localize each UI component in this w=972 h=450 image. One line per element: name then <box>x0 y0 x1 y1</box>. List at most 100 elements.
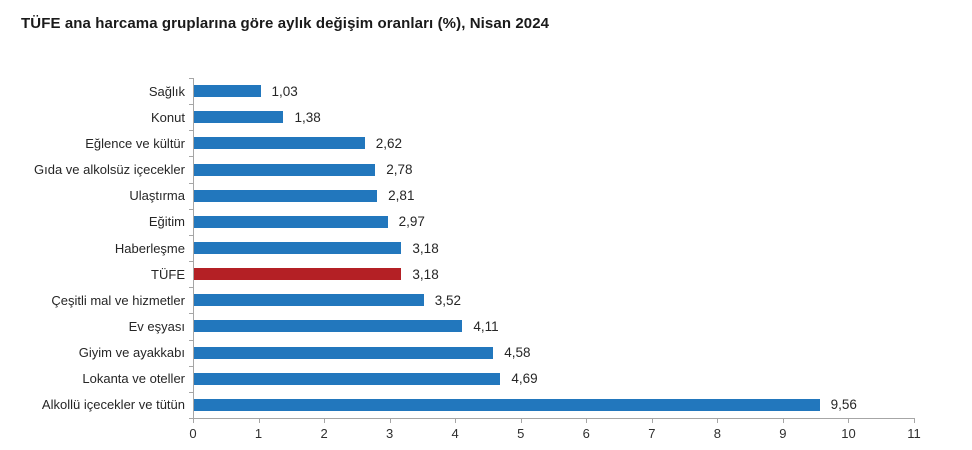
bar-track: 4,58 <box>193 340 972 366</box>
x-tick-mark <box>782 419 784 423</box>
chart-row: Çeşitli mal ve hizmetler 3,52 <box>0 287 972 313</box>
x-tick-label: 10 <box>841 426 856 441</box>
bar-track: 4,69 <box>193 366 972 392</box>
value-label: 1,38 <box>294 109 321 125</box>
x-tick-label: 3 <box>386 426 394 441</box>
x-tick-label: 2 <box>320 426 328 441</box>
x-tick-mark <box>717 419 719 423</box>
x-tick-label: 0 <box>189 426 197 441</box>
chart-row: Ev eşyası 4,11 <box>0 313 972 339</box>
y-tick-mark <box>189 234 193 236</box>
bar <box>193 372 501 385</box>
chart-title: TÜFE ana harcama gruplarına göre aylık d… <box>21 15 550 32</box>
chart-row: Konut 1,38 <box>0 104 972 130</box>
category-label: Eğitim <box>148 214 185 230</box>
bar <box>193 215 388 228</box>
y-tick-mark <box>189 182 193 184</box>
bar-track: 1,38 <box>193 104 972 130</box>
y-tick-mark <box>189 313 193 315</box>
x-tick-mark <box>586 419 588 423</box>
value-label: 2,78 <box>386 162 413 178</box>
category-label: Lokanta ve oteller <box>82 371 185 387</box>
bar-track: 4,11 <box>193 313 972 339</box>
bar-track: 3,52 <box>193 287 972 313</box>
x-tick-label: 5 <box>517 426 525 441</box>
value-label: 4,69 <box>511 371 538 387</box>
x-tick-mark <box>651 419 653 423</box>
x-tick-mark <box>914 419 915 423</box>
x-tick-mark <box>324 419 326 423</box>
category-label: Haberleşme <box>114 240 185 256</box>
y-tick-mark <box>189 391 193 393</box>
category-label: Sağlık <box>148 83 185 99</box>
category-label: Giyim ve ayakkabı <box>78 345 185 361</box>
bar <box>193 137 365 150</box>
category-label: Eğlence ve kültür <box>85 135 185 151</box>
x-tick-mark <box>455 419 457 423</box>
value-label: 4,58 <box>504 345 531 361</box>
chart-row: Eğitim 2,97 <box>0 209 972 235</box>
x-tick-label: 9 <box>779 426 787 441</box>
value-label: 2,81 <box>388 188 415 204</box>
bar <box>193 85 261 98</box>
value-label: 3,52 <box>434 292 461 308</box>
bar-track: 2,78 <box>193 156 972 182</box>
y-tick-mark <box>189 339 193 341</box>
bar <box>193 111 284 124</box>
chart-row: TÜFE 3,18 <box>0 261 972 287</box>
bar-track: 3,18 <box>193 261 972 287</box>
chart-row: Alkollü içecekler ve tütün 9,56 <box>0 392 972 418</box>
y-tick-mark <box>189 156 193 158</box>
bar <box>193 294 424 307</box>
x-tick-label: 8 <box>713 426 721 441</box>
y-tick-mark <box>189 130 193 132</box>
x-tick-mark <box>848 419 850 423</box>
x-tick-mark <box>520 419 522 423</box>
bar <box>193 346 494 359</box>
bar-highlight <box>193 268 402 281</box>
bar <box>193 163 376 176</box>
category-label: Çeşitli mal ve hizmetler <box>51 292 185 308</box>
category-label: TÜFE <box>151 266 185 282</box>
bar-track: 1,03 <box>193 78 972 104</box>
chart-row: Lokanta ve oteller 4,69 <box>0 366 972 392</box>
category-label: Ulaştırma <box>129 188 185 204</box>
bar-track: 9,56 <box>193 392 972 418</box>
y-axis-line <box>193 78 194 419</box>
category-label: Ev eşyası <box>128 318 185 334</box>
bar <box>193 398 820 411</box>
value-label: 9,56 <box>830 397 857 413</box>
value-label: 3,18 <box>412 266 439 282</box>
y-tick-mark <box>189 78 193 79</box>
chart-row: Sağlık 1,03 <box>0 78 972 104</box>
y-tick-mark <box>189 208 193 210</box>
category-label: Gıda ve alkolsüz içecekler <box>33 162 185 178</box>
y-tick-mark <box>189 261 193 263</box>
value-label: 2,97 <box>398 214 425 230</box>
x-tick-mark <box>258 419 260 423</box>
bar <box>193 320 463 333</box>
bar-track: 2,81 <box>193 183 972 209</box>
category-label: Alkollü içecekler ve tütün <box>41 397 185 413</box>
x-tick-mark <box>389 419 391 423</box>
value-label: 1,03 <box>271 83 298 99</box>
x-tick-label: 11 <box>907 426 921 441</box>
chart-row: Haberleşme 3,18 <box>0 235 972 261</box>
x-tick-label: 1 <box>254 426 263 441</box>
x-axis-line <box>189 418 915 419</box>
chart-rows: Sağlık 1,03 Konut 1,38 Eğlence ve kültür 2,62… <box>0 78 972 418</box>
bar-track: 3,18 <box>193 235 972 261</box>
category-label: Konut <box>151 109 185 125</box>
chart-row: Giyim ve ayakkabı 4,58 <box>0 340 972 366</box>
x-tick-mark <box>193 419 194 423</box>
x-tick-label: 7 <box>648 426 656 441</box>
x-tick-label: 4 <box>451 426 459 441</box>
bar-track: 2,62 <box>193 130 972 156</box>
value-label: 3,18 <box>412 240 439 256</box>
y-tick-mark <box>189 418 193 419</box>
chart-row: Ulaştırma 2,81 <box>0 183 972 209</box>
value-label: 4,11 <box>473 318 499 334</box>
chart-row: Eğlence ve kültür 2,62 <box>0 130 972 156</box>
bar <box>193 189 378 202</box>
bar-chart: Sağlık 1,03 Konut 1,38 Eğlence ve kültür 2,62… <box>0 78 972 441</box>
